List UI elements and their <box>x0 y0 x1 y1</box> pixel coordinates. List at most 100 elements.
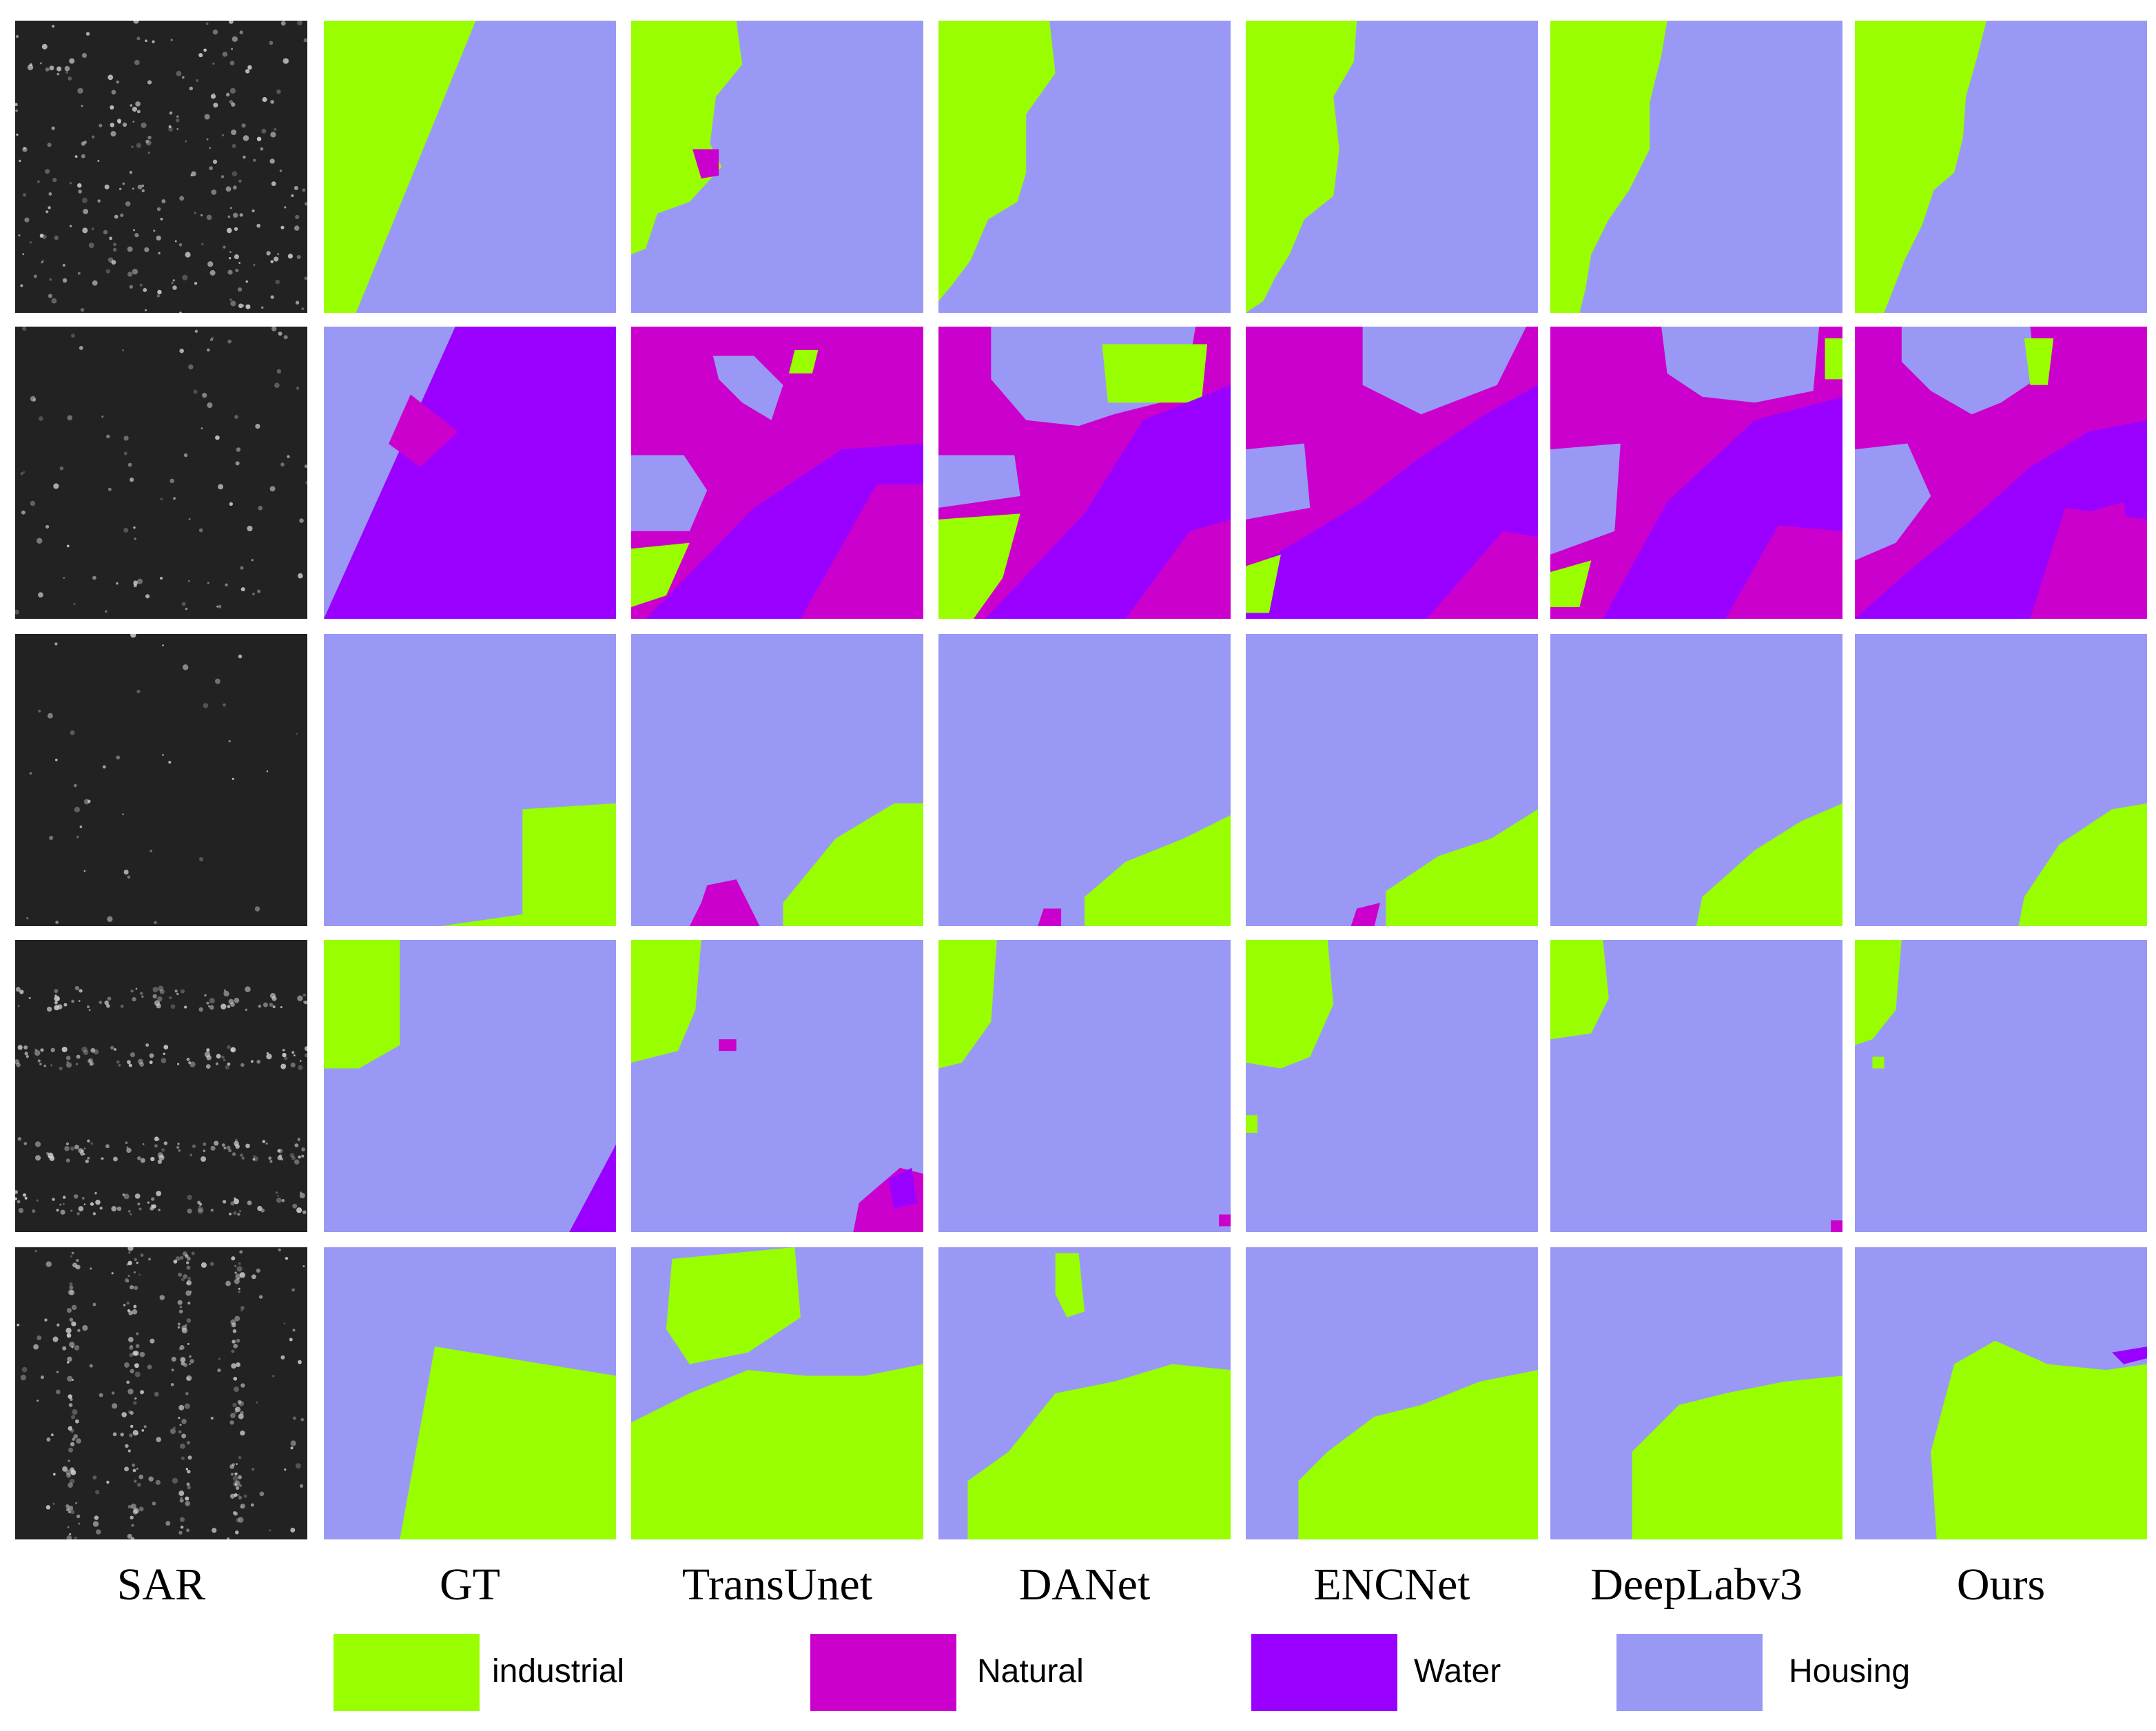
sar-speckle <box>290 1527 296 1533</box>
sar-speckle <box>127 1260 132 1266</box>
sar-speckle <box>173 1259 178 1264</box>
segmentation-map-tile <box>938 327 1231 619</box>
sar-speckle <box>18 1207 24 1213</box>
sar-speckle <box>237 287 243 292</box>
segment-region <box>1246 21 1357 313</box>
segment-region <box>783 803 923 926</box>
sar-speckle <box>71 1251 74 1255</box>
sar-speckle <box>232 1463 236 1466</box>
sar-speckle <box>185 1254 189 1258</box>
sar-speckle <box>240 1431 245 1436</box>
sar-speckle <box>27 64 34 71</box>
sar-speckle <box>74 1502 78 1505</box>
sar-speckle <box>28 996 31 999</box>
sar-speckle <box>118 1063 121 1067</box>
sar-speckle <box>225 1065 229 1070</box>
sar-speckle <box>111 1272 114 1275</box>
sar-speckle <box>87 1005 90 1009</box>
sar-speckle <box>234 1493 238 1497</box>
sar-speckle <box>206 1048 210 1052</box>
sar-speckle <box>236 1266 243 1272</box>
sar-speckle <box>136 110 141 114</box>
sar-speckle <box>145 1043 150 1047</box>
sar-speckle <box>234 1264 237 1267</box>
sar-speckle <box>238 303 243 309</box>
sar-speckle <box>76 1211 80 1216</box>
sar-speckle <box>127 1410 132 1414</box>
column-label: DeepLabv3 <box>1590 1559 1803 1610</box>
sar-speckle <box>88 1058 94 1063</box>
sar-speckle <box>170 478 174 484</box>
sar-speckle <box>43 1065 46 1067</box>
sar-speckle <box>141 189 145 192</box>
sar-speckle <box>300 1417 305 1422</box>
sar-speckle <box>139 992 143 995</box>
sar-speckle <box>46 1437 51 1442</box>
segment-region <box>1855 21 1986 313</box>
segmentation-map-tile <box>324 21 616 313</box>
sar-speckle <box>171 282 174 285</box>
sar-speckle <box>92 575 96 580</box>
sar-speckle <box>209 147 212 150</box>
sar-speckle <box>145 39 147 43</box>
sar-speckle <box>163 1045 169 1049</box>
segmentation-map-tile <box>1855 1247 2147 1539</box>
sar-speckle <box>137 578 143 584</box>
sar-speckle <box>234 1472 238 1476</box>
sar-speckle <box>231 1256 236 1261</box>
sar-speckle <box>243 1494 247 1498</box>
sar-speckle <box>278 1248 281 1252</box>
segmentation-map-tile <box>1246 21 1538 313</box>
sar-speckle <box>206 1001 209 1005</box>
sar-speckle <box>228 739 231 743</box>
sar-speckle <box>111 1206 117 1211</box>
sar-speckle <box>179 1517 185 1522</box>
sar-speckle <box>241 304 245 307</box>
legend-swatch-water <box>1251 1634 1397 1711</box>
sar-speckle <box>74 1145 79 1150</box>
sar-speckle <box>229 61 235 65</box>
sar-speckle <box>92 280 98 286</box>
sar-speckle <box>127 1247 134 1251</box>
sar-speckle <box>50 1047 55 1052</box>
sar-speckle <box>126 1301 130 1305</box>
sar-speckle <box>160 218 163 221</box>
sar-speckle <box>203 48 207 52</box>
sar-speckle <box>49 1156 55 1161</box>
sar-speckle <box>35 1155 41 1161</box>
sar-speckle <box>76 835 79 839</box>
sar-speckle <box>137 1202 141 1206</box>
sar-speckle <box>105 1144 110 1149</box>
sar-speckle <box>66 1535 72 1539</box>
sar-speckle <box>62 1346 67 1351</box>
sar-speckle <box>116 1060 120 1064</box>
sar-speckle <box>112 247 117 252</box>
sar-speckle <box>298 1360 302 1364</box>
sar-speckle <box>232 1340 236 1344</box>
sar-speckle <box>126 1146 129 1149</box>
sar-speckle <box>25 1055 29 1058</box>
sar-speckle <box>280 225 285 229</box>
sar-speckle <box>129 1353 134 1358</box>
column-label: SAR <box>116 1559 206 1610</box>
sar-speckle <box>15 987 21 992</box>
sar-speckle <box>270 260 274 264</box>
segment-region <box>1246 1115 1257 1133</box>
sar-speckle <box>251 559 254 562</box>
sar-speckle <box>186 1482 190 1486</box>
sar-speckle <box>15 103 18 107</box>
sar-speckle <box>206 1055 212 1061</box>
sar-speckle <box>240 1309 243 1312</box>
sar-speckle <box>52 1336 59 1342</box>
sar-speckle <box>57 1323 60 1327</box>
sar-speckle <box>154 1136 159 1142</box>
sar-speckle <box>160 577 163 580</box>
sar-speckle <box>180 1443 185 1449</box>
sar-speckle <box>170 1383 174 1386</box>
sar-speckle <box>116 1206 122 1211</box>
sar-speckle <box>107 487 112 491</box>
segmentation-map-tile <box>1246 634 1538 926</box>
sar-speckle <box>127 1060 131 1065</box>
sar-speckle <box>258 1004 262 1008</box>
sar-speckle <box>201 243 204 245</box>
